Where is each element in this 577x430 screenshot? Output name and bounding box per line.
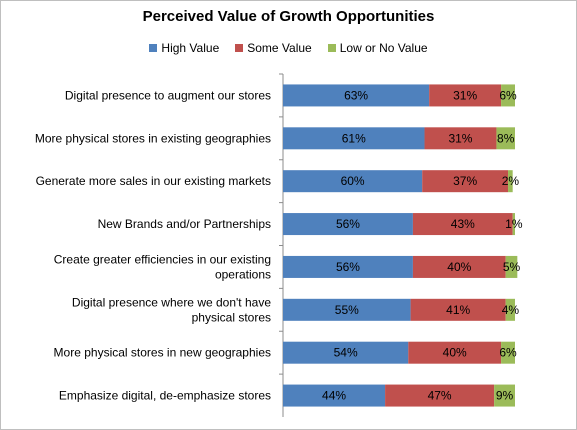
category-label: More physical stores in existing geograp… xyxy=(35,131,271,145)
data-label: 6% xyxy=(499,346,517,360)
bar-segment xyxy=(385,384,495,407)
data-label: 54% xyxy=(334,346,358,360)
bar-segment xyxy=(496,127,515,150)
data-label: 31% xyxy=(453,88,477,102)
data-label: 1% xyxy=(505,217,523,231)
data-label: 37% xyxy=(453,174,477,188)
legend-label: Some Value xyxy=(247,41,312,55)
category-label: Generate more sales in our existing mark… xyxy=(36,174,271,188)
bar-segment xyxy=(501,84,515,107)
bar-segment xyxy=(283,170,423,193)
bar-segment xyxy=(505,298,515,321)
data-label: 47% xyxy=(428,389,452,403)
category-label: New Brands and/or Partnerships xyxy=(98,217,271,231)
data-label: 56% xyxy=(336,260,360,274)
bar-segment xyxy=(512,213,515,236)
bar-segment xyxy=(501,341,515,364)
bar-segment xyxy=(283,84,430,107)
category-label: Create greater efficiencies in our exist… xyxy=(54,252,271,281)
bar-segment xyxy=(283,298,411,321)
data-label: 40% xyxy=(443,346,467,360)
data-label: 9% xyxy=(496,389,514,403)
bar-segment xyxy=(508,170,513,193)
bar-segment xyxy=(283,255,413,278)
data-label: 2% xyxy=(502,174,520,188)
data-label: 56% xyxy=(336,217,360,231)
bar-segment xyxy=(424,127,497,150)
data-label: 60% xyxy=(341,174,365,188)
data-label: 8% xyxy=(497,131,515,145)
legend-label: Low or No Value xyxy=(339,41,428,55)
bar-segment xyxy=(429,84,502,107)
legend-swatch xyxy=(235,44,244,52)
bar-segment xyxy=(412,255,506,278)
data-label: 44% xyxy=(322,389,346,403)
data-label: 31% xyxy=(448,131,472,145)
data-label: 55% xyxy=(335,303,359,317)
data-label: 6% xyxy=(499,88,517,102)
bar-segment xyxy=(494,384,515,407)
bar-segment xyxy=(410,298,506,321)
category-label: Emphasize digital, de-emphasize stores xyxy=(59,389,271,403)
data-label: 41% xyxy=(446,303,470,317)
chart-title: Perceived Value of Growth Opportunities xyxy=(142,8,435,25)
legend-item-2: Some Value xyxy=(235,41,312,55)
legend-item-1: High Value xyxy=(149,41,219,55)
data-label: 43% xyxy=(451,217,475,231)
legend-swatch xyxy=(327,44,336,52)
category-label: Digital presence to augment our stores xyxy=(65,88,271,102)
bar-segment xyxy=(408,341,502,364)
legend-item-3: Low or No Value xyxy=(327,41,428,55)
chart-legend: High Value Some Value Low or No Value xyxy=(0,41,577,55)
bar-segment xyxy=(283,127,425,150)
bar-segment xyxy=(505,255,518,278)
legend-label: High Value xyxy=(161,41,220,55)
data-label: 5% xyxy=(503,260,521,274)
bar-segment xyxy=(283,384,386,407)
category-label: More physical stores in new geographies xyxy=(54,346,271,360)
data-label: 61% xyxy=(342,131,366,145)
data-label: 4% xyxy=(502,303,520,317)
legend-swatch xyxy=(149,44,158,52)
bar-segment xyxy=(283,341,409,364)
data-label: 63% xyxy=(344,88,368,102)
bar-segment xyxy=(283,213,413,236)
bar-segment xyxy=(422,170,509,193)
data-label: 40% xyxy=(447,260,471,274)
bar-segment xyxy=(412,213,513,236)
category-label: Digital presence where we don't have phys… xyxy=(72,295,271,324)
